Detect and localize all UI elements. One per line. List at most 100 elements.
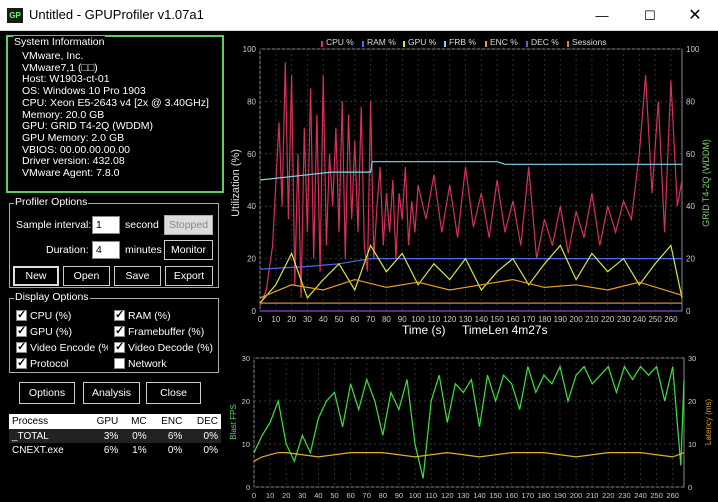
x-tick-label: 120 [441,491,454,500]
system-information-lines: VMware, Inc. VMware7,1 (□□) Host: W1903-… [22,50,209,180]
protocol-checkbox[interactable]: Protocol [16,358,111,370]
y-axis-label-right: Latency (ms) [704,399,713,446]
x-tick-label: 200 [570,491,583,500]
x-tick-label: 240 [633,315,647,324]
profiler-options-title: Profiler Options [14,196,89,208]
minimize-button[interactable]: — [595,8,609,23]
x-tick-label: 50 [335,315,344,324]
x-tick-label: 160 [506,315,520,324]
sysinfo-line: VBIOS: 00.00.00.00.00 [22,143,130,156]
x-tick-label: 100 [411,315,425,324]
col-gpu[interactable]: GPU [84,414,122,429]
close-window-button[interactable]: ✕ [688,7,702,24]
y-tick-label: 10 [242,440,250,449]
plot-area [253,357,685,488]
x-tick-label: 160 [505,491,518,500]
x-tick-label: 0 [252,491,256,500]
duration-input[interactable]: 4 [92,241,120,259]
series-line-latency-ms- [253,451,685,462]
legend-label: Sessions [572,37,607,47]
network-checkbox[interactable]: Network [114,358,218,370]
series-line-enc- [259,278,683,299]
check-icon [114,310,125,321]
x-tick-label: 80 [379,491,387,500]
table-row[interactable]: CNEXT.exe 6% 1% 0% 0% [9,443,221,457]
x-tick-label: 60 [346,491,354,500]
y-axis-label-right: GRID T4-2Q (WDDM) [701,139,711,227]
analysis-button[interactable]: Analysis [83,382,140,404]
x-tick-label: 60 [350,315,359,324]
x-tick-label: 130 [457,491,470,500]
x-tick-label: 20 [282,491,290,500]
x-tick-label: 70 [363,491,371,500]
y-right-tick-label: 0 [686,307,691,316]
y-right-tick-label: 40 [686,202,695,211]
cell: 6% [149,429,186,443]
y-right-tick-label: 20 [688,397,696,406]
sysinfo-line: VMware Agent: 7.8.0 [22,167,120,180]
x-tick-label: 80 [382,315,391,324]
col-process[interactable]: Process [9,414,85,429]
check-icon [16,310,27,321]
x-tick-label: 110 [425,491,437,500]
legend-label: GPU % [408,37,437,47]
options-button[interactable]: Options [19,382,75,404]
col-enc[interactable]: ENC [149,414,186,429]
x-tick-label: 180 [538,491,551,500]
duration-unit: minutes [125,244,162,256]
network-checkbox-label: Network [128,358,167,370]
sample-interval-input[interactable]: 1 [92,216,120,234]
x-tick-label: 190 [554,315,568,324]
col-mc[interactable]: MC [121,414,150,429]
sysinfo-line: OS: Windows 10 Pro 1903 [22,85,146,98]
export-button[interactable]: Export [165,266,213,286]
y-right-tick-label: 30 [688,354,696,363]
cell: 1% [132,444,147,456]
legend-label: FRB % [449,37,476,47]
x-tick-label: 240 [634,491,647,500]
new-button[interactable]: New [13,266,59,286]
x-tick-label: 50 [330,491,338,500]
cpu-checkbox-label: CPU (%) [30,310,72,322]
x-tick-label: 20 [287,315,296,324]
close-button[interactable]: Close [146,382,201,404]
video-decode-checkbox[interactable]: Video Decode (%) [114,342,218,354]
stopped-button[interactable]: Stopped [164,215,213,235]
legend-label: RAM % [367,37,396,47]
x-tick-label: 260 [666,491,679,500]
col-dec[interactable]: DEC [185,414,221,429]
sysinfo-line: Host: W1903-ct-01 [22,73,110,86]
monitor-button[interactable]: Monitor [164,240,213,260]
ram-checkbox-label: RAM (%) [128,310,171,322]
x-tick-label: 0 [258,315,263,324]
sysinfo-line: Memory: 20.0 GB [22,108,105,121]
sysinfo-line: CPU: Xeon E5-2643 v4 [2x @ 3.40GHz] [22,96,209,109]
video-encode-checkbox[interactable]: Video Encode (%) [16,342,108,354]
x-tick-label: 260 [664,315,678,324]
x-tick-label: 10 [266,491,274,500]
save-button[interactable]: Save [114,266,161,286]
process-table-header: Process GPU MC ENC DEC [9,414,221,429]
open-button[interactable]: Open [63,266,110,286]
gpu-checkbox[interactable]: GPU (%) [16,326,111,338]
framebuffer-checkbox[interactable]: Framebuffer (%) [114,326,218,338]
series-line-frb- [259,161,682,181]
title-bar: GP Untitled - GPUProfiler v1.07a1 — ☐ ✕ [0,0,718,31]
x-tick-label: 90 [395,491,403,500]
plot-area [259,48,683,312]
sysinfo-line: GPU Memory: 2.0 GB [22,131,125,144]
protocol-checkbox-label: Protocol [30,358,69,370]
x-tick-label: 120 [443,315,457,324]
ram-checkbox[interactable]: RAM (%) [114,310,218,322]
sysinfo-line: VMware, Inc. [22,50,84,62]
maximize-button[interactable]: ☐ [644,8,656,23]
cell: 0% [185,429,221,443]
x-axis-label: Time (s) [402,323,446,337]
x-tick-label: 220 [601,315,615,324]
table-row[interactable]: _TOTAL 3% 0% 6% 0% [9,429,221,443]
cpu-checkbox[interactable]: CPU (%) [16,310,111,322]
x-tick-label: 210 [586,491,599,500]
